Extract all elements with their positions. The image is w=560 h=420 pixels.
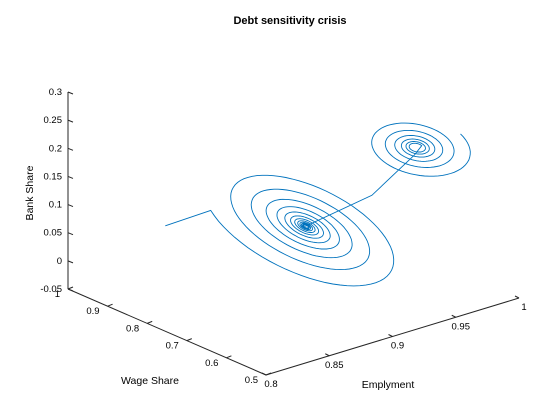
y-tick-mark xyxy=(67,286,74,290)
z-tick-mark xyxy=(67,232,74,236)
x-tick-mark xyxy=(388,334,393,337)
z-tick-mark xyxy=(67,147,74,151)
z-tick-mark xyxy=(67,260,74,264)
y-tick-label: 0.6 xyxy=(205,358,218,369)
z-tick-label: -0.05 xyxy=(40,284,62,295)
x-tick-label: 0.8 xyxy=(264,379,277,390)
z-tick-mark xyxy=(67,204,74,208)
y-tick-mark xyxy=(265,372,272,376)
y-tick-label: 0.7 xyxy=(166,341,179,352)
z-tick-label: 0.2 xyxy=(49,143,62,154)
series-line-0 xyxy=(165,122,471,287)
z-tick-label: 0 xyxy=(57,256,62,267)
chart-title: Debt sensitivity crisis xyxy=(233,15,346,27)
axes xyxy=(67,91,520,376)
y-axis-line xyxy=(67,288,267,376)
z-tick-label: 0.15 xyxy=(44,171,63,182)
tick-labels: 0.80.850.90.9510.50.60.70.80.91-0.0500.0… xyxy=(40,87,526,390)
y-tick-mark xyxy=(186,338,192,342)
x-tick-label: 0.9 xyxy=(391,341,404,352)
x-tick-label: 0.95 xyxy=(452,321,471,332)
x-tick-mark xyxy=(261,372,267,376)
z-tick-label: 0.3 xyxy=(49,87,62,98)
y-tick-label: 0.9 xyxy=(86,306,99,317)
y-tick-label: 0.5 xyxy=(245,375,258,386)
x-tick-mark xyxy=(451,314,456,318)
y-tick-label: 0.8 xyxy=(126,323,139,334)
z-tick-label: 0.25 xyxy=(44,115,63,126)
y-tick-label: 1 xyxy=(55,289,60,300)
z-axis-label: Bank Share xyxy=(24,165,36,220)
z-tick-label: 0.05 xyxy=(44,228,63,239)
y-tick-mark xyxy=(226,355,232,359)
z-tick-mark xyxy=(67,175,74,179)
series-layer xyxy=(165,122,471,287)
x-tick-label: 1 xyxy=(521,302,526,313)
y-tick-mark xyxy=(147,320,153,324)
y-axis-label: Wage Share xyxy=(121,375,179,387)
z-tick-mark xyxy=(67,119,74,123)
x-tick-mark xyxy=(514,295,520,299)
x-tick-label: 0.85 xyxy=(325,360,344,371)
z-tick-mark xyxy=(67,91,74,95)
x-axis-label: Emplyment xyxy=(362,379,415,391)
x-tick-mark xyxy=(325,353,330,357)
z-tick-mark xyxy=(67,288,74,292)
z-tick-label: 0.1 xyxy=(49,200,62,211)
y-tick-mark xyxy=(107,303,113,307)
